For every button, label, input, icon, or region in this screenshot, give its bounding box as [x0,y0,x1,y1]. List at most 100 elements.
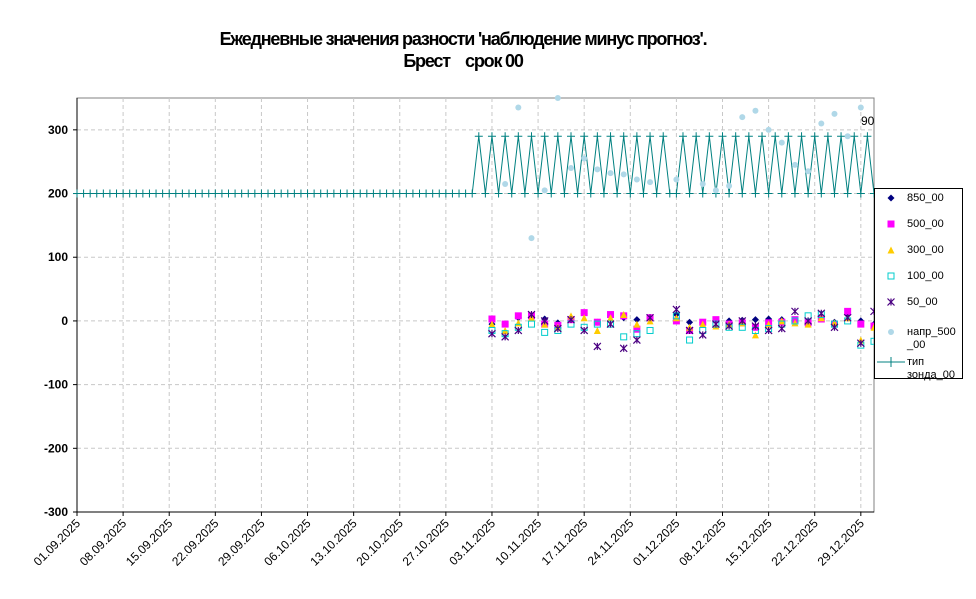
y-tick-label: 300 [48,123,68,137]
point-tip-zonda [553,132,562,141]
point-tip-zonda [632,132,641,141]
point-tip-zonda [586,189,595,198]
point-5000-4 [738,316,747,325]
point-50000-5 [528,235,535,242]
point-30000-2 [488,320,496,328]
legend-item: 850_00 [875,191,963,207]
point-50000-5 [857,104,864,111]
point-50000-5 [568,165,575,172]
y-tick-label: 100 [48,250,68,264]
point-tip-zonda [573,189,582,198]
point-tip-zonda [639,189,648,198]
point-tip-zonda [790,189,799,198]
point-5000-4 [698,331,707,339]
x-tick-label: 03.11.2025 [446,516,498,568]
legend-label: 850_00 [907,192,944,204]
point-30000-2 [620,311,628,319]
point-tip-zonda [725,189,734,198]
point-5000-4 [751,322,760,330]
point-10000-3 [791,317,799,325]
point-5000-4 [646,313,654,322]
point-tip-zonda [718,132,727,141]
point-tip-zonda [744,132,753,141]
point-5000-4 [514,326,523,335]
point-30000-2 [830,319,838,327]
legend-item: тип зонда_00 [875,355,963,381]
legend-swatch [888,329,894,335]
y-tick-label: -100 [44,378,68,392]
point-tip-zonda [593,132,602,141]
point-5000-4 [672,305,681,314]
legend-marker [887,298,895,306]
point-tip-zonda [613,189,622,198]
point-85000-0 [686,318,694,326]
point-50000-1 [844,307,852,315]
point-50000-1 [501,320,509,328]
point-tip-zonda [731,132,740,141]
point-tip-zonda [738,189,747,198]
point-5000-4 [725,322,734,330]
point-5000-4 [593,342,602,351]
point-50000-5 [647,179,654,186]
x-tick-label: 01.12.2025 [630,516,683,569]
point-tip-zonda [797,132,806,141]
point-tip-zonda [560,189,569,198]
point-tip-zonda [758,132,767,141]
point-50000-5 [541,187,548,194]
point-tip-zonda [514,132,523,141]
x-tick-label: 29.09.2025 [215,516,268,569]
data-marks [73,95,878,353]
legend-swatch [887,246,895,254]
point-tip-zonda [771,132,780,141]
point-5000-4 [791,307,799,316]
point-50000-1 [712,316,720,324]
legend-swatch [877,357,905,367]
legend-label: напр_500 _00 [907,326,956,351]
point-tip-zonda [685,189,694,198]
point-50000-5 [791,161,798,168]
annotation-90: 90 [861,114,875,128]
x-tick-label: 17.11.2025 [539,516,591,568]
point-50000-5 [739,114,746,121]
x-tick-label: 10.11.2025 [492,516,544,568]
point-tip-zonda [527,132,536,141]
point-tip-zonda [507,189,516,198]
legend-marker [886,357,896,367]
point-30000-2 [791,319,799,327]
x-tick-label: 15.09.2025 [123,516,176,569]
point-5000-4 [567,315,575,324]
point-10000-3 [620,333,628,341]
legend-item: 300_00 [875,243,963,259]
point-5000-4 [764,326,773,335]
point-30000-2 [751,331,759,339]
point-50000-5 [831,110,838,117]
point-50000-5 [620,171,627,178]
legend-marker [887,272,895,280]
point-50000-5 [699,180,706,187]
point-5000-4 [843,313,852,322]
point-tip-zonda [599,189,608,198]
y-axis-ticks: -300 -200 -100 0 100 200 300 [44,123,77,519]
point-50000-5 [554,95,561,101]
point-tip-zonda [843,189,852,198]
point-5000-4 [777,324,786,333]
point-50000-1 [633,325,641,333]
point-5000-4 [580,326,589,335]
point-tip-zonda [646,132,655,141]
point-tip-zonda [764,189,773,198]
legend-label: тип зонда_00 [907,356,956,381]
x-tick-label: 08.12.2025 [676,516,729,569]
y-tick-label: 0 [61,314,68,328]
point-50000-1 [488,315,496,323]
x-tick-label: 29.12.2025 [815,516,868,569]
point-tip-zonda [705,132,714,141]
point-5000-4 [553,324,562,333]
point-tip-zonda [856,189,865,198]
x-tick-label: 15.12.2025 [722,516,775,569]
point-tip-zonda [817,189,826,198]
x-tick-label: 22.12.2025 [768,516,821,569]
point-5000-4 [488,329,496,338]
point-tip-zonda [692,132,701,141]
point-tip-zonda [659,132,668,141]
point-tip-zonda [580,132,589,141]
